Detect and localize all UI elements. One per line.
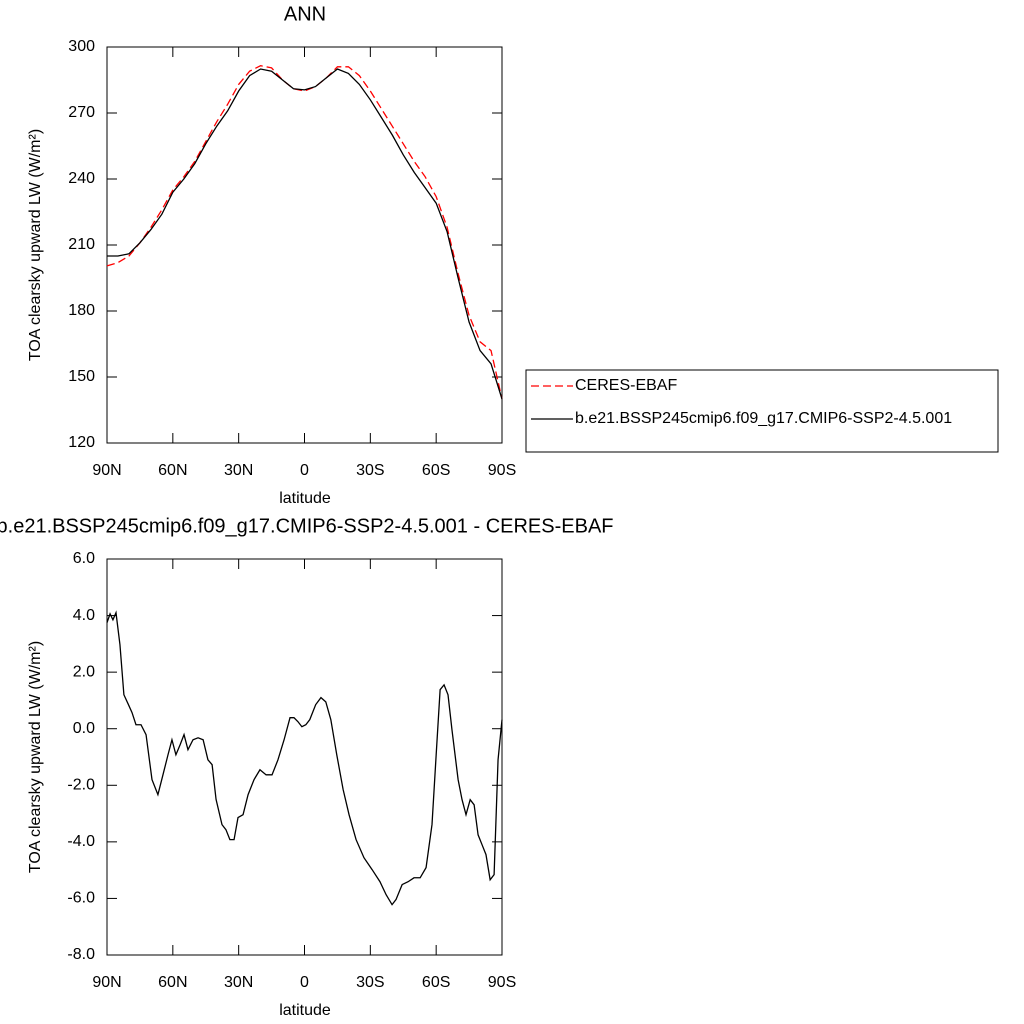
x-tick-label: 60N [158, 974, 187, 991]
y-tick-label: -4.0 [67, 833, 95, 850]
plot-frame [106, 46, 503, 444]
x-tick-label: 30S [356, 462, 384, 479]
x-tick-label: 60N [158, 462, 187, 479]
x-tick-label: 60S [422, 974, 450, 991]
y-tick-label: 2.0 [73, 663, 95, 680]
y-axis-label: TOA clearsky upward LW (W/m²) [27, 129, 44, 361]
y-tick-label: 6.0 [73, 550, 95, 567]
data-line [106, 65, 503, 400]
y-tick-label: 150 [68, 368, 95, 385]
data-line [107, 68, 503, 400]
y-tick-label: 210 [68, 236, 95, 253]
y-axis-label: TOA clearsky upward LW (W/m²) [27, 641, 44, 873]
x-tick-label: 30N [224, 462, 253, 479]
x-axis-label: latitude [279, 1002, 331, 1019]
legend-box [525, 369, 999, 453]
y-tick-label: 120 [68, 434, 95, 451]
data-line [106, 610, 503, 906]
x-tick-label: 0 [300, 462, 309, 479]
y-tick-label: 0.0 [73, 720, 95, 737]
chart-title: ANN [284, 3, 326, 25]
x-tick-label: 30N [224, 974, 253, 991]
y-tick-label: -8.0 [67, 946, 95, 963]
y-tick-label: 4.0 [73, 607, 95, 624]
y-tick-label: -6.0 [67, 890, 95, 907]
y-tick-label: 270 [68, 104, 95, 121]
x-axis-label: latitude [279, 490, 331, 507]
y-tick-label: 180 [68, 302, 95, 319]
x-tick-label: 0 [300, 974, 309, 991]
x-tick-label: 90S [488, 462, 516, 479]
plot-frame [106, 558, 503, 956]
x-tick-label: 30S [356, 974, 384, 991]
legend-label: b.e21.BSSP245cmip6.f09_g17.CMIP6-SSP2-4.… [575, 410, 952, 427]
x-tick-label: 90S [488, 974, 516, 991]
x-tick-label: 90N [92, 462, 121, 479]
legend-label: CERES-EBAF [575, 377, 677, 394]
y-tick-label: 300 [68, 38, 95, 55]
chart-title: b.e21.BSSP245cmip6.f09_g17.CMIP6-SSP2-4.… [0, 515, 613, 537]
x-tick-label: 60S [422, 462, 450, 479]
y-tick-label: -2.0 [67, 777, 95, 794]
x-tick-label: 90N [92, 974, 121, 991]
y-tick-label: 240 [68, 170, 95, 187]
